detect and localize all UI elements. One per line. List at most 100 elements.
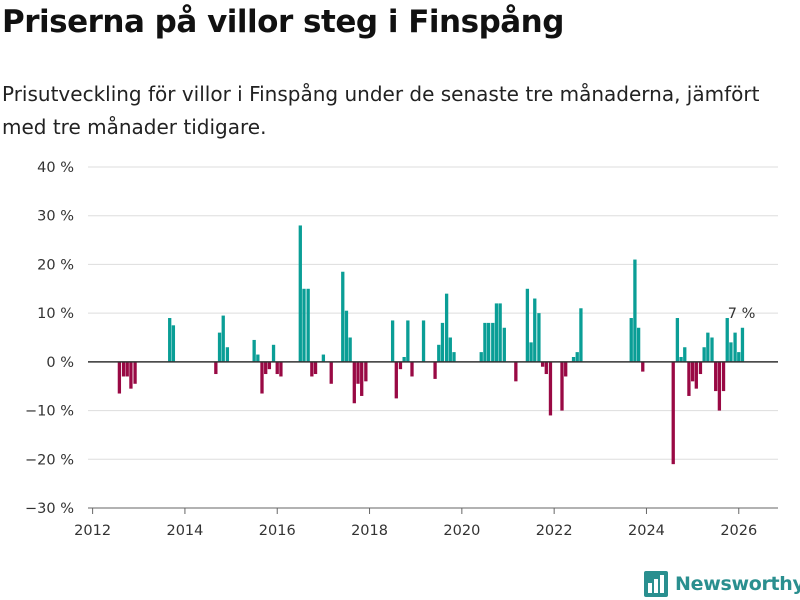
bar [679, 356, 683, 362]
x-tick-label: 2018 [351, 523, 388, 539]
bar [737, 352, 741, 362]
bar [579, 308, 583, 362]
bar [544, 361, 548, 375]
bar [402, 356, 406, 362]
bar [733, 332, 737, 362]
bar [133, 361, 137, 384]
bar [702, 347, 706, 362]
bar [394, 361, 398, 399]
bar [494, 303, 499, 362]
bar [275, 361, 279, 375]
bar [698, 361, 703, 375]
bar [714, 361, 718, 392]
y-tick-label: 10 % [37, 306, 74, 322]
bar [537, 313, 541, 362]
y-tick-label: −10 % [25, 404, 74, 420]
bar [479, 352, 483, 362]
bar [360, 361, 364, 396]
y-tick-label: 20 % [37, 257, 74, 273]
bar [310, 361, 314, 377]
bar [421, 320, 426, 362]
bar [329, 361, 333, 384]
bar [683, 347, 687, 362]
bar [267, 361, 272, 370]
x-tick-label: 2026 [720, 523, 757, 539]
bar [252, 339, 256, 362]
bar [390, 320, 395, 362]
bar [548, 361, 553, 416]
bar [302, 288, 306, 362]
bar [633, 259, 637, 362]
bar [410, 361, 414, 377]
x-tick-label: 2020 [443, 523, 480, 539]
y-tick-label: −20 % [25, 452, 74, 468]
bar [525, 288, 530, 362]
bar [483, 322, 487, 362]
bar [721, 361, 726, 392]
bar [356, 361, 360, 384]
bar [452, 352, 456, 362]
bar [398, 361, 403, 370]
chart-subtitle: Prisutveckling för villor i Finspång und… [2, 82, 760, 139]
bar [675, 318, 680, 362]
newsworthy-logo-icon [644, 571, 668, 597]
bar [444, 293, 449, 362]
x-tick-label: 2012 [74, 523, 111, 539]
y-tick-label: 30 % [37, 209, 74, 225]
bar [352, 361, 356, 404]
bar [306, 288, 310, 362]
y-tick-label: 40 % [37, 160, 74, 176]
bar [671, 361, 675, 465]
x-tick-label: 2024 [628, 523, 665, 539]
x-tick-label: 2014 [166, 523, 203, 539]
bar [690, 361, 695, 382]
chart-title: Priserna på villor steg i Finspång [2, 4, 564, 40]
bar [348, 337, 352, 362]
bar [717, 361, 722, 411]
y-tick-label: −30 % [25, 501, 74, 517]
bar [740, 327, 745, 362]
bar [341, 271, 345, 362]
bar [264, 361, 268, 375]
bar [694, 361, 698, 389]
x-tick-label: 2022 [536, 523, 573, 539]
bar [533, 298, 537, 362]
bar [710, 337, 714, 362]
bar [725, 318, 729, 362]
bar [344, 310, 349, 362]
bar [406, 320, 410, 362]
bar [486, 322, 491, 362]
bar [540, 361, 545, 367]
bar [271, 344, 276, 362]
bar [225, 347, 230, 362]
brand-name: Newsworthy [675, 573, 800, 595]
bar [560, 361, 564, 411]
y-tick-label: 0 % [46, 355, 74, 371]
x-tick-label: 2016 [259, 523, 296, 539]
brand-logo: Newsworthy [644, 568, 800, 600]
bar [564, 361, 568, 377]
bar [502, 327, 506, 362]
bar [221, 315, 225, 362]
bar [129, 361, 133, 389]
bar [440, 322, 445, 362]
bar [571, 356, 576, 362]
bar [575, 352, 579, 362]
bar [313, 361, 318, 375]
bar [117, 361, 122, 394]
bar [729, 342, 733, 362]
bar [636, 327, 641, 362]
bar [433, 361, 437, 379]
last-value-label: 7 % [728, 306, 756, 322]
bar [491, 322, 495, 362]
bar [260, 361, 264, 394]
bar [498, 303, 502, 362]
bar [298, 225, 302, 362]
bar [168, 318, 172, 362]
bar [687, 361, 691, 396]
bar [121, 361, 126, 377]
bar [171, 325, 176, 362]
bar [279, 361, 283, 377]
bar [214, 361, 218, 375]
